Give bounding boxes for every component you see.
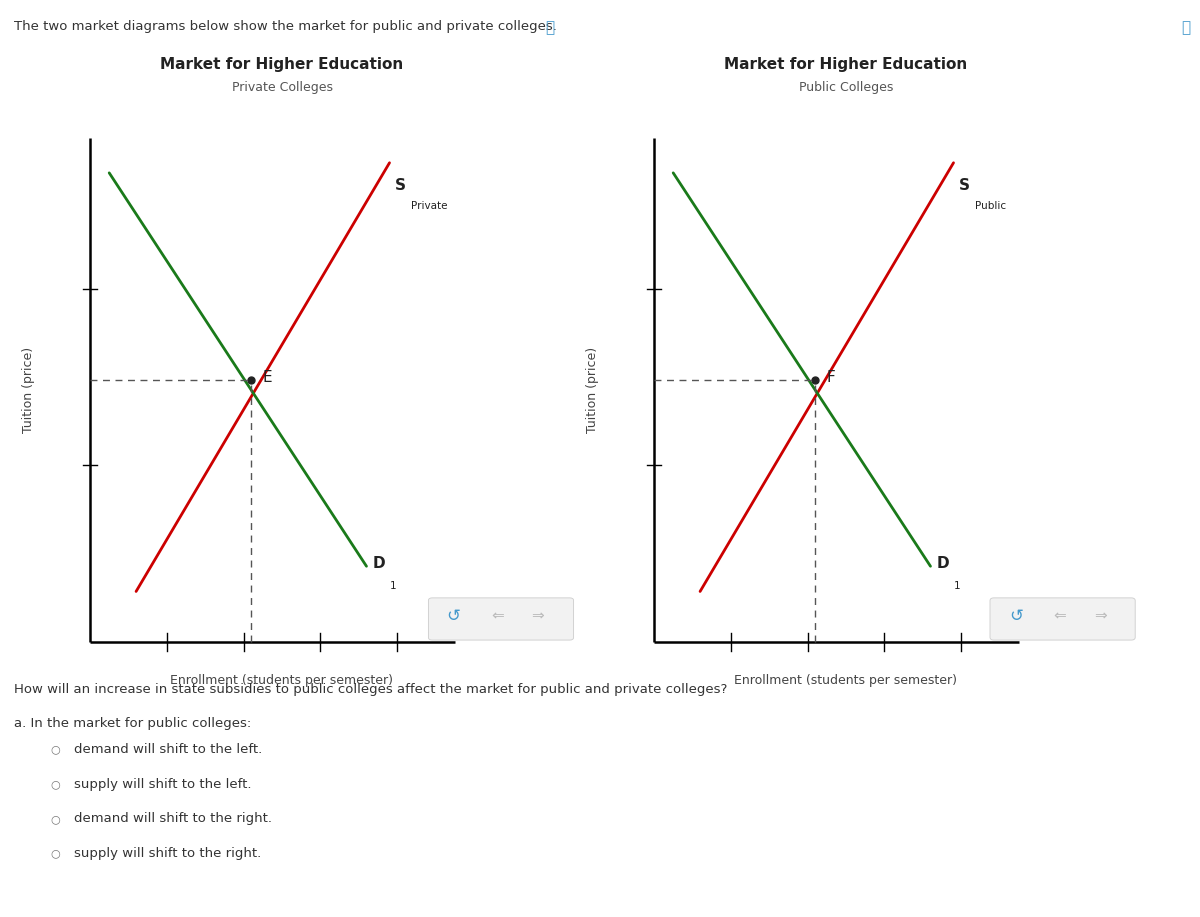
- Text: ○: ○: [50, 745, 60, 754]
- Text: demand will shift to the right.: demand will shift to the right.: [74, 812, 272, 825]
- Text: Enrollment (students per semester): Enrollment (students per semester): [734, 674, 958, 687]
- Text: ↺: ↺: [446, 607, 461, 625]
- Text: Market for Higher Education: Market for Higher Education: [725, 57, 967, 72]
- Text: Private: Private: [410, 201, 448, 211]
- Text: D: D: [936, 557, 949, 571]
- Text: F: F: [826, 370, 835, 384]
- Text: How will an increase in state subsidies to public colleges affect the market for: How will an increase in state subsidies …: [14, 683, 727, 696]
- Text: Tuition (price): Tuition (price): [22, 347, 35, 433]
- Text: 1: 1: [390, 581, 397, 591]
- Text: Enrollment (students per semester): Enrollment (students per semester): [170, 674, 394, 687]
- Text: ⇐: ⇐: [492, 609, 504, 624]
- Text: ○: ○: [50, 779, 60, 789]
- Text: a. In the market for public colleges:: a. In the market for public colleges:: [14, 717, 252, 730]
- Text: Private Colleges: Private Colleges: [232, 81, 332, 94]
- Text: S: S: [395, 178, 407, 193]
- Text: ⓘ: ⓘ: [545, 20, 554, 35]
- Text: ○: ○: [50, 814, 60, 823]
- Text: ↺: ↺: [1009, 607, 1024, 625]
- Text: Market for Higher Education: Market for Higher Education: [161, 57, 403, 72]
- Text: S: S: [959, 178, 971, 193]
- Text: supply will shift to the left.: supply will shift to the left.: [74, 778, 252, 790]
- Text: Public Colleges: Public Colleges: [799, 81, 893, 94]
- Text: E: E: [262, 370, 271, 384]
- Text: ⇒: ⇒: [1094, 609, 1106, 624]
- Text: ⇐: ⇐: [1054, 609, 1066, 624]
- Text: ○: ○: [50, 849, 60, 858]
- Text: ⓘ: ⓘ: [1181, 20, 1190, 35]
- Text: 1: 1: [954, 581, 961, 591]
- Text: demand will shift to the left.: demand will shift to the left.: [74, 743, 263, 756]
- Text: Tuition (price): Tuition (price): [586, 347, 599, 433]
- Text: D: D: [372, 557, 385, 571]
- Text: The two market diagrams below show the market for public and private colleges.: The two market diagrams below show the m…: [14, 20, 557, 33]
- Text: ⇒: ⇒: [532, 609, 544, 624]
- Text: supply will shift to the right.: supply will shift to the right.: [74, 847, 262, 860]
- Text: Public: Public: [974, 201, 1006, 211]
